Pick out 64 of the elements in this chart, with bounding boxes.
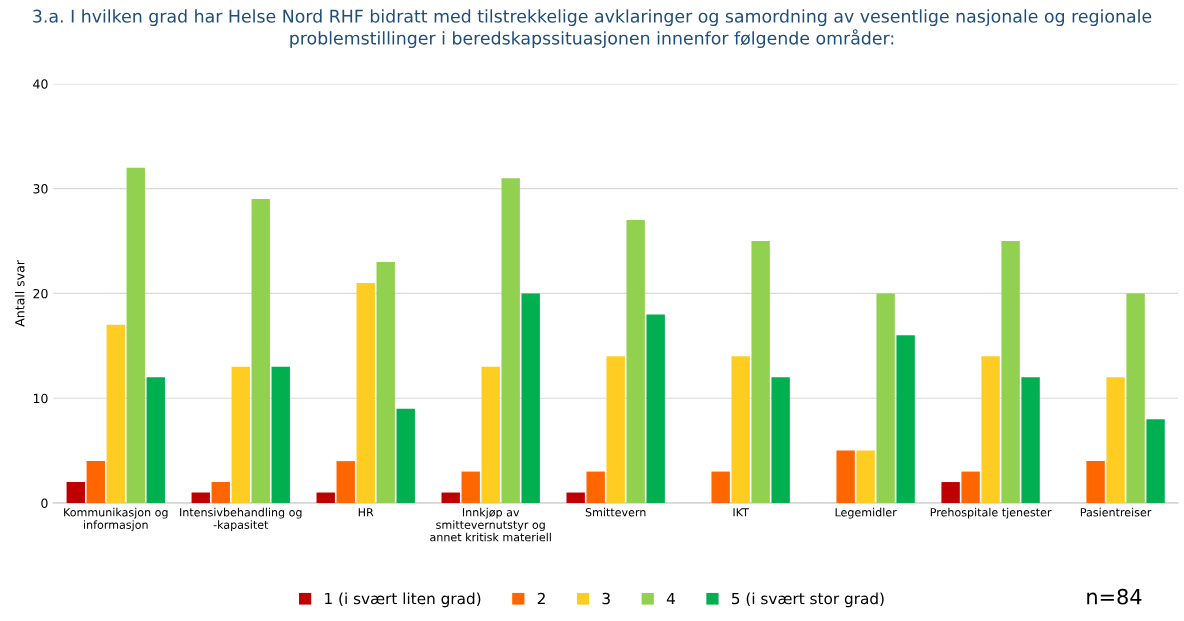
bar — [231, 366, 250, 504]
legend-label: 4 — [666, 592, 675, 605]
bar — [941, 482, 960, 504]
bar — [86, 461, 105, 504]
bar — [626, 220, 645, 504]
bar — [771, 377, 790, 504]
x-tick-label: Intensivbehandling og -kapasitet — [180, 507, 302, 532]
bar — [251, 199, 270, 504]
bar — [126, 167, 145, 504]
bar — [566, 492, 585, 504]
bar — [731, 356, 750, 504]
bar — [146, 377, 165, 504]
bar — [711, 471, 730, 504]
x-tick-label: IKT — [733, 508, 749, 517]
bar — [961, 471, 980, 504]
bar — [1126, 293, 1145, 504]
bar — [1086, 461, 1105, 504]
x-tick-label: Innkjøp av smittevernutstyr og annet kritisk materiell — [430, 507, 551, 542]
bar — [646, 314, 665, 504]
bar — [356, 282, 375, 504]
y-tick-label: 10 — [33, 393, 48, 404]
x-tick-label: Smittevern — [585, 507, 646, 517]
bar — [106, 324, 125, 504]
legend-label: 2 — [537, 592, 545, 605]
x-tick-label: Legemidler — [835, 507, 897, 519]
y-axis-title: Antall svar — [14, 260, 25, 327]
bar — [211, 482, 230, 504]
bar — [1106, 377, 1125, 504]
bar — [441, 492, 460, 504]
bar — [521, 293, 540, 504]
bar — [191, 492, 210, 504]
bar — [751, 241, 770, 504]
bar — [836, 450, 855, 504]
bar — [501, 178, 520, 504]
bar — [66, 482, 85, 504]
x-tick-label: Prehospitale tjenester — [930, 507, 1052, 519]
bar — [586, 471, 605, 504]
bar — [1021, 377, 1040, 504]
bar — [461, 471, 480, 504]
bar — [856, 450, 875, 504]
bar — [606, 356, 625, 504]
bar — [896, 335, 915, 504]
bar — [316, 492, 335, 504]
y-tick-label: 0 — [41, 498, 48, 508]
chart-title: 3.a. I hvilken grad har Helse Nord RHF bidratt med tilstrekkelige avklaringer og samordning av vesentlige nasjonale og regionale problemstillinger i beredskapssituasjonen innenfor følgende områder: — [33, 9, 1152, 49]
x-tick-label: Kommunikasjon og informasjon — [64, 507, 168, 532]
legend-label: 1 (i svært liten grad) — [325, 592, 481, 608]
y-tick-label: 40 — [33, 79, 48, 89]
bar — [876, 293, 895, 504]
text: n=84 — [1087, 588, 1142, 605]
bar — [1001, 241, 1020, 504]
legend-label: 3 — [602, 592, 610, 605]
bar — [336, 461, 355, 504]
bar — [1146, 419, 1165, 504]
bar — [396, 408, 415, 504]
x-tick-label: HR — [358, 508, 374, 517]
bar — [481, 366, 500, 504]
y-tick-label: 20 — [33, 288, 48, 299]
y-tick-label: 30 — [33, 184, 48, 194]
legend-label: 5 (i svært stor grad) — [731, 592, 884, 608]
x-tick-label: Pasientreiser — [1080, 507, 1152, 517]
bar — [981, 356, 1000, 504]
bar — [376, 261, 395, 504]
bar — [271, 366, 290, 504]
